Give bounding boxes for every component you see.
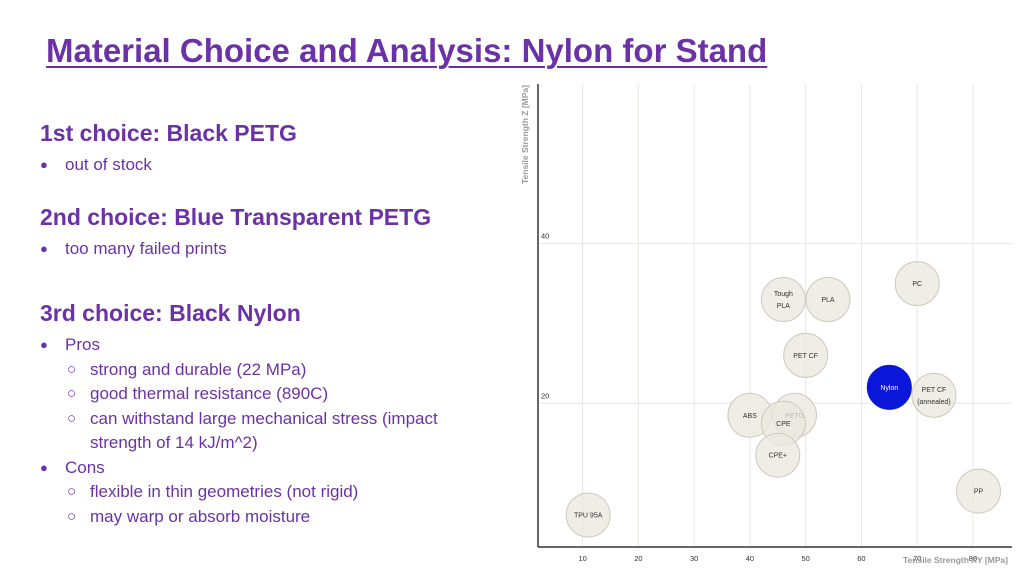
data-point-pet-cf: PET CF (783, 332, 829, 378)
data-point-nylon: Nylon (866, 364, 912, 410)
data-point-pc: PC (894, 261, 940, 307)
data-point-pet-cf-annealed: PET CF (annealed) (911, 372, 957, 418)
bubble-marker (760, 277, 806, 323)
bubble-marker (755, 432, 801, 478)
pro-item: good thermal resistance (890C) (40, 382, 490, 407)
x-tick-label: 20 (634, 554, 642, 563)
bubble-label: Tough (774, 291, 793, 298)
con-item: flexible in thin geometries (not rigid) (40, 480, 490, 505)
chart-ticks: 10 20 30 40 50 60 70 80 20 40 (541, 232, 977, 563)
choice-2-list: too many failed prints (40, 237, 431, 262)
cons-label: Cons (40, 456, 490, 481)
x-tick-label: 40 (746, 554, 754, 563)
bubble-label: PC (912, 281, 922, 288)
pros-label: Pros (40, 333, 490, 358)
pro-item: can withstand large mechanical stress (i… (40, 407, 490, 456)
y-axis-label: Tensile Strength Z [MPa] (520, 85, 530, 184)
bubble-marker (866, 364, 912, 410)
choice-1-list: out of stock (40, 153, 297, 178)
choice-2-section: 2nd choice: Blue Transparent PETG too ma… (40, 204, 431, 262)
slide-title: Material Choice and Analysis: Nylon for … (46, 32, 768, 69)
choice-1-section: 1st choice: Black PETG out of stock (40, 120, 297, 178)
list-item: out of stock (40, 153, 297, 178)
data-point-tpu-95a: TPU 95A (565, 492, 611, 538)
data-point-tough-pla: Tough PLA (760, 277, 806, 323)
choice-3-heading: 3rd choice: Black Nylon (40, 300, 301, 326)
bubble-marker (911, 372, 957, 418)
choice-1-heading: 1st choice: Black PETG (40, 120, 297, 146)
pro-item: strong and durable (22 MPa) (40, 358, 490, 383)
x-tick-label: 50 (801, 554, 809, 563)
bubble-label: PLA (821, 297, 835, 304)
bubble-label: ABS (743, 413, 757, 420)
bubble-label: Nylon (880, 385, 898, 392)
x-axis-label: Tensile Strength XY [MPa] (903, 555, 1008, 565)
bubble-marker (805, 277, 851, 323)
data-point-pp: PP (956, 468, 1002, 514)
x-tick-label: 30 (690, 554, 698, 563)
bubble-label: PLA (777, 303, 791, 310)
data-point-cpe: CPE+ (755, 432, 801, 478)
x-tick-label: 60 (857, 554, 865, 563)
y-tick-label: 20 (541, 391, 549, 400)
x-tick-label: 70 (913, 554, 921, 563)
bubble-marker (783, 332, 829, 378)
bubble-label: CPE (776, 421, 791, 428)
choice-3-section: 3rd choice: Black Nylon Pros strong and … (40, 300, 490, 529)
choice-3-list: Pros strong and durable (22 MPa) good th… (40, 333, 490, 529)
bubble-label: PET CF (922, 387, 947, 394)
bubble-label: PET CF (793, 353, 818, 360)
list-item: too many failed prints (40, 237, 431, 262)
con-item: may warp or absorb moisture (40, 505, 490, 530)
y-tick-label: 40 (541, 232, 549, 241)
bubble-label: (annealed) (917, 399, 950, 406)
data-point-pla: PLA (805, 277, 851, 323)
bubble-marker (565, 492, 611, 538)
choice-2-heading: 2nd choice: Blue Transparent PETG (40, 204, 432, 230)
material-scatter-chart: PC Tough PLA PLA PET CF Nylon PET CF (annealed)… (520, 84, 1012, 565)
bubble-marker (956, 468, 1002, 514)
x-tick-label: 10 (578, 554, 586, 563)
x-tick-label: 80 (969, 554, 977, 563)
bubble-label: PP (974, 489, 984, 496)
bubble-marker (894, 261, 940, 307)
bubble-label: CPE+ (769, 453, 787, 460)
chart-bubbles: PC Tough PLA PLA PET CF Nylon PET CF (annealed)… (565, 261, 1002, 538)
bubble-label: TPU 95A (574, 513, 603, 520)
